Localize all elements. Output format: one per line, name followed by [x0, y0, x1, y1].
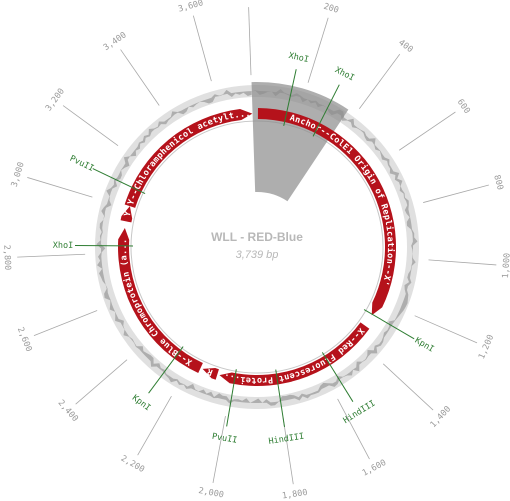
tick-line [137, 396, 172, 456]
tick-line [192, 15, 212, 82]
plasmid-name: WLL - RED-Blue [211, 230, 303, 244]
site-line [226, 369, 237, 427]
tick-label: 200 [322, 2, 340, 16]
tick-label: 2,400 [56, 398, 80, 424]
tick-label: 2,000 [198, 486, 225, 501]
feature-arrow[interactable] [257, 108, 396, 316]
site-line [148, 346, 184, 394]
tick-line [423, 184, 489, 203]
tick-line [17, 253, 86, 258]
tick-line [27, 177, 93, 198]
tick-line [337, 398, 370, 460]
tick-label: 3,400 [102, 30, 129, 53]
tick-line [75, 359, 128, 405]
tick-line [282, 416, 294, 485]
plasmid-length: 3,739 bp [236, 249, 279, 261]
restriction-site-label[interactable]: HindIII [342, 399, 378, 426]
site-line [312, 84, 340, 137]
site-line [321, 352, 354, 402]
tick-line [359, 53, 401, 109]
tick-label: 1,400 [428, 404, 453, 430]
tick-label: 1,200 [477, 333, 496, 360]
feature-arrow[interactable] [124, 109, 253, 208]
restriction-site-label[interactable]: PvuII [68, 154, 95, 174]
tick-label: 1,000 [501, 253, 510, 279]
tick-line [62, 105, 119, 146]
tick-label: 0 [246, 0, 251, 3]
feature-arrow[interactable] [117, 228, 203, 373]
site-line [275, 369, 285, 427]
tick-label: 3,200 [44, 87, 67, 114]
feature-arrow[interactable] [202, 367, 219, 380]
tick-label: 2,800 [1, 245, 12, 271]
map-center: WLL - RED-Blue 3,739 bp [211, 230, 303, 261]
tick-line [212, 416, 226, 484]
tick-label: 1,600 [361, 458, 388, 479]
site-line [283, 69, 297, 127]
tick-label: 3,600 [177, 0, 204, 15]
feature-label: Y [123, 209, 134, 217]
tick-line [120, 49, 160, 106]
feature-arrow[interactable] [120, 206, 133, 223]
restriction-site-label[interactable]: XhoI [53, 241, 74, 251]
restriction-site-label[interactable]: XhoI [288, 51, 310, 65]
tick-label: 2,200 [119, 454, 146, 475]
tick-line [33, 310, 98, 336]
tick-line [307, 17, 329, 83]
tick-line [382, 363, 434, 411]
restriction-site-label[interactable]: PvuII [211, 432, 238, 446]
tick-line [248, 7, 252, 76]
tick-label: 3,000 [10, 161, 27, 188]
tick-label: 2,600 [15, 326, 34, 353]
tick-label: 800 [491, 174, 505, 191]
restriction-site-label[interactable]: KpnI [413, 336, 436, 355]
feature-label: R [205, 366, 214, 377]
tick-label: 400 [396, 38, 414, 55]
tick-line [398, 111, 456, 151]
restriction-site-label[interactable]: HindIII [268, 432, 305, 447]
tick-label: 1,800 [281, 488, 308, 501]
restriction-site-label[interactable]: XhoI [333, 65, 356, 83]
site-line [92, 168, 146, 195]
tick-line [428, 259, 497, 266]
tick-label: 600 [455, 97, 472, 115]
restriction-site-label[interactable]: KpnI [130, 393, 152, 413]
tick-line [414, 315, 478, 344]
site-line [363, 309, 415, 340]
